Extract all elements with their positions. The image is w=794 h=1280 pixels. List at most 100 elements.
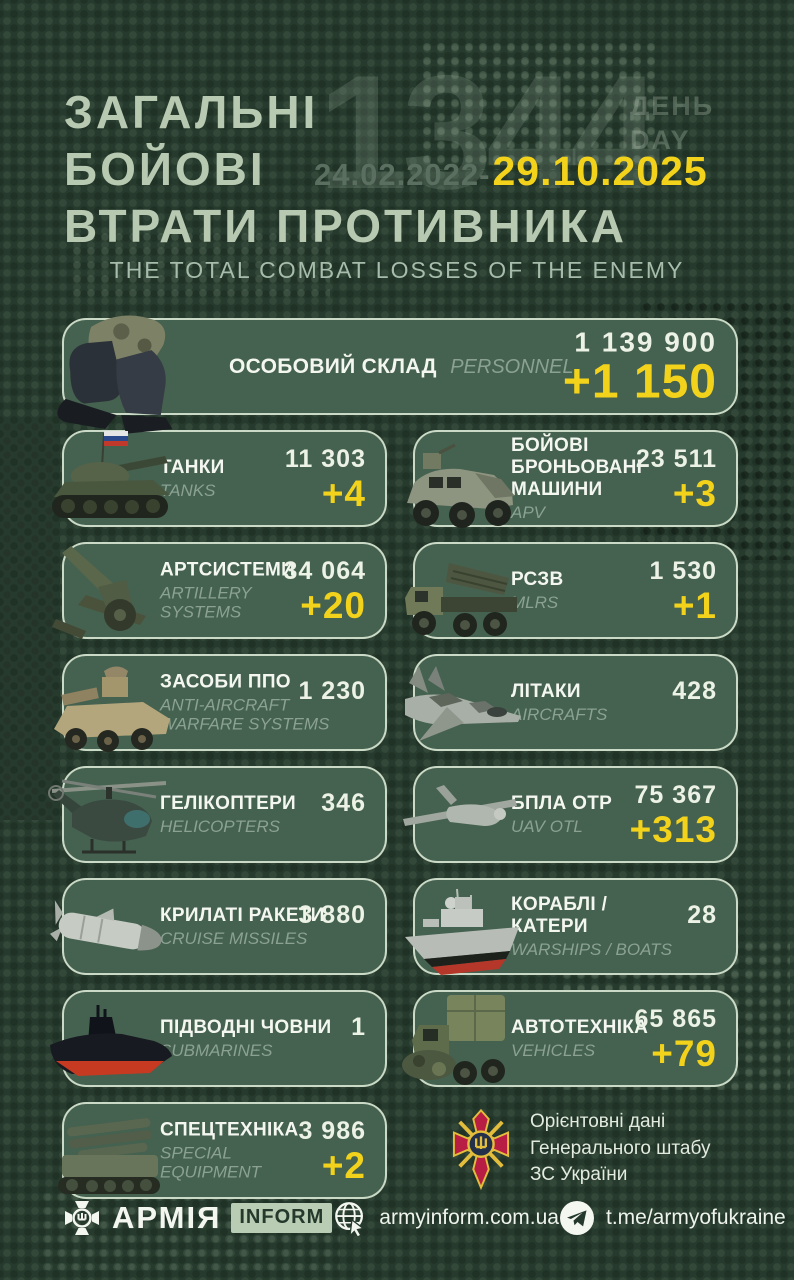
card-total: 65 865 — [634, 1004, 717, 1033]
date-range: 24.02.2022- 29.10.2025 — [314, 148, 708, 195]
globe-icon — [335, 1202, 366, 1236]
card-numbers: 1 530 +1 — [649, 556, 717, 624]
day-counter: 1344 — [318, 42, 660, 223]
card-total: 1 — [351, 1013, 366, 1041]
card-title: АРТСИСТЕМИ — [160, 558, 296, 580]
card-subtitle: PERSONNEL — [450, 355, 574, 378]
page-title-line3: ВТРАТИ ПРОТИВНИКА — [64, 200, 627, 253]
card-total: 75 367 — [634, 780, 717, 809]
card-anti-aircraft: ЗАСОБИ ППО ANTI-AIRCRAFT WARFARE SYSTEMS… — [54, 654, 387, 752]
card-title: БПЛА ОТР — [511, 792, 613, 814]
card-special-equipment: СПЕЦТЕХНІКА SPECIAL EQUIPMENT 3 986 +2 — [58, 1102, 387, 1199]
card-title: БОЙОВІ БРОНЬОВАНІ МАШИНИ — [511, 434, 643, 500]
card-numbers: 75 367 +313 — [629, 780, 717, 850]
stat-cards-grid: ОСОБОВИЙ СКЛАД PERSONNEL 1 139 900 +1 15… — [48, 315, 738, 1199]
date-range-start: 24.02.2022- — [314, 157, 491, 192]
card-delta: +313 — [629, 808, 717, 850]
card-subtitle: SPECIAL EQUIPMENT — [160, 1142, 262, 1182]
card-text: БПЛА ОТР UAV OTL — [511, 793, 612, 837]
card-text: АРТСИСТЕМИ ARTILLERY SYSTEMS — [160, 559, 332, 622]
card-subtitle: MLRS — [511, 592, 559, 612]
card-artillery: АРТСИСТЕМИ ARTILLERY SYSTEMS 34 064 +20 — [52, 542, 387, 639]
card-subtitle: HELICOPTERS — [160, 816, 280, 836]
card-total: 428 — [672, 677, 717, 705]
card-title: ОСОБОВИЙ СКЛАД — [229, 354, 437, 378]
card-subtitle: VEHICLES — [511, 1040, 596, 1060]
telegram-link[interactable]: t.me/armyofukraine — [559, 1200, 786, 1236]
website-url: armyinform.com.ua — [379, 1206, 559, 1229]
date-range-end: 29.10.2025 — [492, 148, 708, 194]
card-total: 1 230 — [298, 677, 366, 705]
source-note-line2: Генерального штабу ЗС України — [530, 1137, 711, 1186]
page-title: ЗАГАЛЬНІ БОЙОВІ ВТРАТИ ПРОТИВНИКА — [64, 84, 627, 255]
card-personnel: ОСОБОВИЙ СКЛАД PERSONNEL 1 139 900 +1 15… — [57, 315, 738, 434]
card-numbers: 23 511 +3 — [635, 444, 717, 512]
card-mlrs: РСЗВ MLRS 1 530 +1 — [405, 542, 738, 639]
card-numbers: 3 880 — [298, 901, 366, 929]
card-title: КРИЛАТІ РАКЕТИ — [160, 904, 325, 926]
card-numbers: 3 986 +2 — [298, 1117, 366, 1186]
card-delta: +2 — [321, 1144, 366, 1186]
card-title: РСЗВ — [511, 568, 564, 590]
mlrs-truck-image — [399, 536, 527, 650]
card-text: ГЕЛІКОПТЕРИ HELICOPTERS — [160, 793, 296, 837]
card-subtitle: WARSHIPS / BOATS — [511, 939, 672, 959]
card-subtitle: ARTILLERY SYSTEMS — [160, 582, 252, 622]
card-subtitle: ANTI-AIRCRAFT WARFARE SYSTEMS — [160, 694, 330, 734]
card-numbers: 1 230 — [298, 677, 366, 705]
card-total: 34 064 — [283, 556, 366, 585]
card-total: 23 511 — [635, 444, 717, 473]
card-delta: +4 — [321, 472, 366, 514]
card-aircraft: ЛІТАКИ AIRCRAFTS 428 — [405, 654, 738, 751]
aa-system-image — [48, 648, 176, 762]
card-text: ЛІТАКИ AIRCRAFTS — [511, 681, 607, 725]
card-total: 11 303 — [284, 444, 366, 473]
card-apv: БОЙОВІ БРОНЬОВАНІ МАШИНИ APV 23 511 +3 — [407, 430, 738, 528]
card-delta: +79 — [651, 1032, 717, 1074]
brand-badge: INFORM — [231, 1203, 333, 1233]
card-total: 3 880 — [298, 901, 366, 929]
source-note-line1: Орієнтовні дані — [530, 1111, 666, 1133]
card-text: ПІДВОДНІ ЧОВНИ SUBMARINES — [160, 1017, 332, 1061]
card-subtitle: CRUISE MISSILES — [160, 928, 308, 948]
card-title: ГЕЛІКОПТЕРИ — [160, 792, 296, 814]
card-total: 28 — [687, 901, 717, 929]
card-text: РСЗВ MLRS — [511, 569, 564, 613]
card-text: КОРАБЛІ / КАТЕРИ WARSHIPS / BOATS — [511, 894, 683, 960]
card-subtitle: APV — [511, 502, 546, 522]
tank-image — [48, 424, 176, 538]
halftone-patch — [0, 420, 60, 820]
boots-image — [44, 306, 194, 436]
howitzer-image — [48, 536, 176, 650]
card-warships: КОРАБЛІ / КАТЕРИ WARSHIPS / BOATS 28 — [405, 878, 738, 975]
card-title: ПІДВОДНІ ЧОВНИ — [160, 1016, 332, 1038]
card-title: АВТОТЕХНІКА — [511, 1016, 649, 1038]
armyinform-logo-icon — [65, 1201, 99, 1235]
source-note-text: Орієнтовні дані Генерального штабу ЗС Ук… — [530, 1109, 738, 1189]
jet-image — [399, 648, 527, 762]
card-submarines: ПІДВОДНІ ЧОВНИ SUBMARINES 1 — [50, 990, 387, 1087]
general-staff-emblem-icon — [452, 1108, 510, 1191]
footer: АРМІЯ INFORM armyinform.com.ua t.me/army… — [62, 1198, 786, 1238]
card-subtitle: UAV OTL — [511, 816, 583, 836]
special-equipment-image — [48, 1096, 176, 1210]
card-delta: +1 150 — [562, 355, 717, 409]
helicopter-image — [48, 760, 176, 874]
truck-image — [399, 976, 527, 1090]
page-title-line2: БОЙОВІ — [64, 143, 266, 196]
page-subtitle: THE TOTAL COMBAT LOSSES OF THE ENEMY — [109, 257, 685, 283]
card-title: КОРАБЛІ / КАТЕРИ — [511, 893, 608, 937]
card-text: АВТОТЕХНІКА VEHICLES — [511, 1017, 648, 1061]
card-tanks: ТАНКИ TANKS 11 303 +4 — [52, 430, 387, 527]
card-title: СПЕЦТЕХНІКА — [160, 1118, 299, 1140]
card-numbers: 28 — [687, 901, 717, 929]
website-link[interactable]: armyinform.com.ua — [332, 1200, 559, 1236]
card-title: ЗАСОБИ ППО — [160, 670, 291, 692]
card-title: ТАНКИ — [160, 456, 225, 478]
brand-name: АРМІЯ — [112, 1200, 222, 1235]
card-subtitle: SUBMARINES — [160, 1040, 273, 1060]
card-total: 1 530 — [649, 556, 717, 585]
card-cruise-missiles: КРИЛАТІ РАКЕТИ CRUISE MISSILES 3 880 — [49, 878, 387, 975]
card-text: СПЕЦТЕХНІКА SPECIAL EQUIPMENT — [160, 1119, 332, 1182]
